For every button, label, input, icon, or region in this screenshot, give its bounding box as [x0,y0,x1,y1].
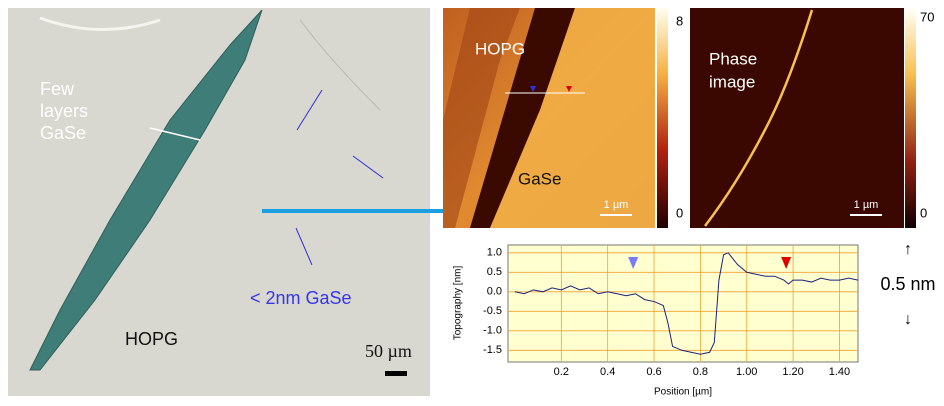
arrow-down: ↓ [904,311,912,328]
label: layers [40,101,88,121]
colorbar-tick: 0 [920,205,927,220]
label: GaSe [40,123,86,143]
y-tick-label: -0.5 [483,305,502,317]
scale-bar [385,371,407,376]
y-tick-label: 0.0 [487,286,502,298]
scale-bar-label: 1 µm [854,199,879,211]
label: image [709,72,755,91]
y-tick-label: 0.5 [487,266,502,278]
label: Phase [709,49,757,68]
colorbar-label: Height / nm [667,80,684,157]
colorbar-tick: 8 [676,13,683,28]
y-axis-label: Topography [nm] [453,266,464,341]
y-tick-label: -1.0 [483,325,502,337]
label: < 2nm GaSe [250,288,352,308]
scale-bar-label: 1 µm [604,199,629,211]
scale-annotation: 0.5 nm [880,274,935,294]
plot-area [508,245,858,362]
colorbar [905,8,916,228]
y-tick-label: -1.5 [483,344,502,356]
colorbar-tick: 0 [676,205,683,220]
x-tick-label: 1.00 [736,366,757,378]
x-tick-label: 0.6 [646,366,661,378]
y-tick-label: 1.0 [487,247,502,259]
label: HOPG [475,39,525,58]
colorbar-label: Phase / degrees [916,63,933,172]
x-tick-label: 0.4 [600,366,615,378]
label: HOPG [125,329,178,349]
colorbar-tick: 70 [920,9,934,24]
x-tick-label: 0.8 [693,366,708,378]
label: Few [40,79,75,99]
x-axis-label: Position [µm] [654,387,712,398]
arrow-up: ↑ [904,241,912,258]
label: GaSe [518,169,561,188]
x-tick-label: 1.40 [829,366,850,378]
scale-bar-label: 50 µm [365,341,412,361]
figure: Few layers GaSe < 2nm GaSe HOPG 50 µm HO… [0,0,944,401]
x-tick-label: 0.2 [554,366,569,378]
phase-image [690,8,904,228]
x-tick-label: 1.20 [782,366,803,378]
